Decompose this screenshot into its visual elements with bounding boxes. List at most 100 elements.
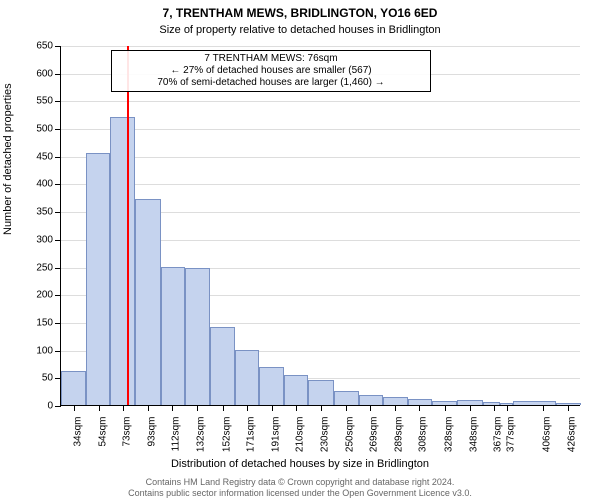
x-tick-label: 191sqm <box>270 417 281 453</box>
x-axis-label: Distribution of detached houses by size … <box>0 458 600 470</box>
y-tick <box>55 74 61 75</box>
footer-line1: Contains HM Land Registry data © Crown c… <box>0 477 600 487</box>
chart-container: 7, TRENTHAM MEWS, BRIDLINGTON, YO16 6ED … <box>0 0 600 500</box>
x-tick <box>445 405 446 411</box>
y-tick <box>55 323 61 324</box>
y-tick <box>55 295 61 296</box>
x-tick <box>395 405 396 411</box>
x-tick-label: 377sqm <box>505 417 516 453</box>
chart-title-line1: 7, TRENTHAM MEWS, BRIDLINGTON, YO16 6ED <box>0 6 600 20</box>
x-tick <box>272 405 273 411</box>
x-tick <box>99 405 100 411</box>
y-tick-label: 50 <box>42 373 53 384</box>
gridline <box>61 129 580 130</box>
y-tick <box>55 157 61 158</box>
x-tick-label: 230sqm <box>320 417 331 453</box>
y-tick-label: 500 <box>36 124 53 135</box>
x-tick-label: 406sqm <box>542 417 553 453</box>
histogram-bar <box>235 350 259 405</box>
histogram-bar <box>210 327 235 405</box>
x-tick-label: 426sqm <box>567 417 578 453</box>
y-tick <box>55 268 61 269</box>
x-tick-label: 328sqm <box>443 417 454 453</box>
x-tick-label: 250sqm <box>345 417 356 453</box>
x-tick <box>543 405 544 411</box>
x-tick <box>123 405 124 411</box>
gridline <box>61 46 580 47</box>
x-tick <box>197 405 198 411</box>
y-tick-label: 550 <box>36 96 53 107</box>
y-tick-label: 100 <box>36 345 53 356</box>
plot-area: 0501001502002503003504004505005506006503… <box>60 46 580 406</box>
y-tick <box>55 101 61 102</box>
x-tick <box>370 405 371 411</box>
property-marker-line <box>127 46 129 405</box>
x-tick-label: 132sqm <box>196 417 207 453</box>
y-tick <box>55 129 61 130</box>
x-tick-label: 34sqm <box>72 417 83 447</box>
histogram-bar <box>513 401 556 405</box>
x-tick <box>507 405 508 411</box>
gridline <box>61 184 580 185</box>
callout-line2: ← 27% of detached houses are smaller (56… <box>118 65 424 77</box>
y-tick-label: 0 <box>47 401 53 412</box>
callout-box: 7 TRENTHAM MEWS: 76sqm ← 27% of detached… <box>111 50 431 92</box>
x-tick-label: 112sqm <box>171 417 182 452</box>
y-tick-label: 400 <box>36 179 53 190</box>
histogram-bar <box>334 391 359 405</box>
y-tick-label: 350 <box>36 207 53 218</box>
x-tick-label: 210sqm <box>294 417 305 453</box>
histogram-bar <box>110 117 135 405</box>
y-tick <box>55 240 61 241</box>
histogram-bar <box>383 397 408 405</box>
x-tick <box>247 405 248 411</box>
x-tick <box>74 405 75 411</box>
x-tick <box>296 405 297 411</box>
y-tick <box>55 184 61 185</box>
x-tick-label: 73sqm <box>121 417 132 447</box>
x-tick-label: 269sqm <box>369 417 380 453</box>
y-tick-label: 600 <box>36 68 53 79</box>
histogram-bar <box>359 395 383 405</box>
histogram-bar <box>135 199 160 405</box>
x-tick-label: 152sqm <box>221 417 232 453</box>
histogram-bar <box>61 371 86 405</box>
y-axis-label: Number of detached properties <box>2 83 14 235</box>
x-tick-label: 54sqm <box>97 417 108 447</box>
gridline <box>61 101 580 102</box>
y-tick-label: 200 <box>36 290 53 301</box>
y-tick <box>55 406 61 407</box>
gridline <box>61 157 580 158</box>
y-tick-label: 150 <box>36 317 53 328</box>
attribution-footer: Contains HM Land Registry data © Crown c… <box>0 477 600 498</box>
histogram-bar <box>308 380 333 405</box>
histogram-bar <box>483 402 501 405</box>
callout-line3: 70% of semi-detached houses are larger (… <box>118 77 424 89</box>
x-tick <box>494 405 495 411</box>
x-tick <box>568 405 569 411</box>
x-tick <box>172 405 173 411</box>
histogram-bar <box>185 268 210 405</box>
x-tick <box>419 405 420 411</box>
x-tick-label: 93sqm <box>147 417 158 447</box>
x-tick <box>321 405 322 411</box>
histogram-bar <box>284 375 308 405</box>
x-tick <box>223 405 224 411</box>
x-tick-label: 289sqm <box>394 417 405 453</box>
histogram-bar <box>259 367 284 405</box>
y-tick-label: 450 <box>36 151 53 162</box>
histogram-bar <box>161 267 185 405</box>
y-tick <box>55 46 61 47</box>
y-tick <box>55 351 61 352</box>
arrow-right-icon: → <box>375 77 385 88</box>
y-tick-label: 300 <box>36 234 53 245</box>
arrow-left-icon: ← <box>170 65 180 76</box>
chart-title-line2: Size of property relative to detached ho… <box>0 24 600 36</box>
callout-line1: 7 TRENTHAM MEWS: 76sqm <box>118 53 424 65</box>
x-tick-label: 348sqm <box>468 417 479 453</box>
x-tick <box>470 405 471 411</box>
histogram-bar <box>86 153 110 405</box>
x-tick-label: 367sqm <box>492 417 503 453</box>
y-tick <box>55 212 61 213</box>
footer-line2: Contains public sector information licen… <box>0 488 600 498</box>
